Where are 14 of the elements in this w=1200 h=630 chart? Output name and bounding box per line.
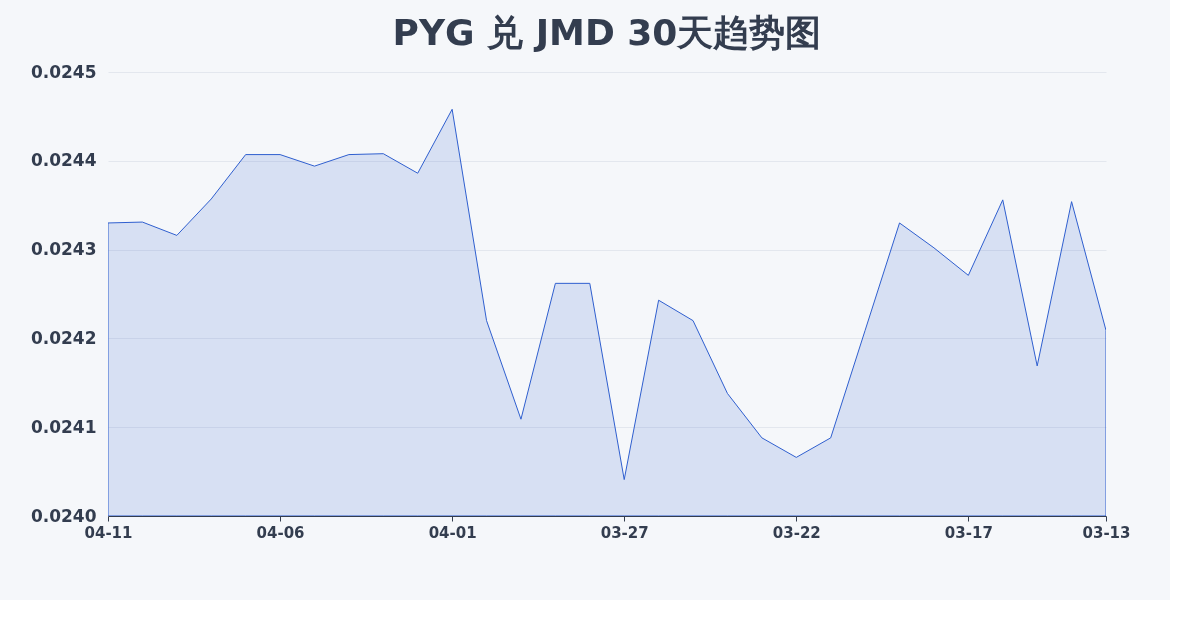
x-tick-label: 03-22 — [772, 523, 821, 542]
y-tick-label: 0.0245 — [30, 61, 97, 82]
y-tick-label: 0.0242 — [30, 327, 97, 348]
x-tick-label: 03-13 — [1082, 523, 1131, 542]
chart-title: PYG 兑 JMD 30天趋势图 — [392, 12, 822, 53]
y-tick-label: 0.0244 — [30, 150, 97, 171]
x-tick-label: 04-06 — [256, 523, 305, 542]
x-tick-label: 04-01 — [428, 523, 477, 542]
y-tick-label: 0.0241 — [30, 416, 97, 437]
x-tick-label: 03-27 — [600, 523, 649, 542]
x-tick-label: 04-11 — [84, 523, 133, 542]
y-tick-label: 0.0243 — [30, 239, 97, 260]
x-tick-label: 03-17 — [944, 523, 993, 542]
y-tick-label: 0.0240 — [30, 505, 97, 526]
